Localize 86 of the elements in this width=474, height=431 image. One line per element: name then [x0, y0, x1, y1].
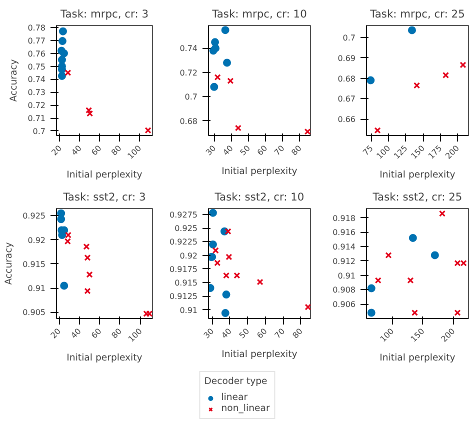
x-tick-label: 80 [110, 144, 124, 158]
y-tick-label: 0.91 [28, 284, 46, 294]
x-tick-label: 100 [378, 326, 396, 344]
y-tick-label: 0.68 [338, 74, 356, 84]
x-tick-label: 100 [374, 144, 392, 161]
y-tick-label: 0.925 [174, 224, 198, 234]
x-axis-title: Initial perplexity [66, 170, 143, 181]
y-tick-label: 0.67 [338, 94, 356, 104]
y-tick-label: 0.915 [22, 260, 46, 269]
legend-title: Decoder type [204, 376, 268, 387]
y-tick-label: 0.7 [342, 33, 356, 42]
x-tick-label: 70 [273, 326, 287, 340]
x-tick-label: 20 [49, 326, 63, 340]
x-tick-label: 50 [238, 144, 252, 158]
x-tick-label: 50 [238, 326, 252, 340]
x-axis-title: Initial perplexity [222, 348, 298, 360]
y-tick-label: 0.905 [22, 308, 46, 318]
y-tick-label: 0.91 [338, 271, 356, 280]
y-axis-title: Accuracy [4, 242, 15, 285]
y-tick-label: 0.66 [338, 115, 356, 124]
y-tick-label: 0.69 [338, 54, 356, 63]
x-tick-label: 60 [255, 326, 269, 340]
legend-label: linear [221, 392, 248, 403]
y-tick-label: 0.73 [28, 88, 46, 98]
y-tick-label: 0.78 [28, 23, 46, 32]
x-tick-label: 40 [70, 144, 84, 158]
y-tick-label: 0.68 [180, 116, 198, 126]
x-tick-label: 30 [202, 326, 216, 340]
y-tick-label: 0.915 [174, 278, 198, 288]
chart-title: Task: mrpc, cr: 3 [60, 8, 148, 20]
y-tick-label: 0.925 [22, 212, 46, 221]
x-tick-label: 175 [426, 144, 444, 161]
x-tick-label: 30 [204, 144, 218, 158]
x-tick-label: 40 [69, 326, 83, 340]
x-axis-title: Initial perplexity [380, 352, 456, 364]
x-tick-label: 100 [126, 144, 144, 161]
x-tick-label: 70 [272, 144, 286, 158]
y-tick-label: 0.76 [28, 49, 46, 58]
x-tick-label: 125 [392, 144, 410, 161]
y-tick-label: 0.92 [180, 251, 198, 260]
y-tick-label: 0.9275 [170, 210, 198, 220]
x-tick-label: 150 [409, 144, 427, 161]
y-tick-label: 0.918 [332, 214, 356, 223]
x-tick-label: 80 [290, 326, 304, 340]
y-tick-label: 0.912 [332, 256, 356, 266]
y-tick-label: 0.9225 [170, 238, 198, 247]
chart-title: Task: mrpc, cr: 25 [369, 8, 465, 20]
x-tick-label: 150 [409, 326, 426, 344]
x-tick-label: 60 [256, 144, 270, 158]
x-axis-title: Initial perplexity [380, 170, 456, 181]
x-tick-label: 80 [290, 144, 304, 158]
x-tick-label: 80 [110, 326, 124, 340]
chart-title: Task: sst2, cr: 3 [62, 190, 146, 204]
x-tick-label: 100 [126, 326, 144, 344]
y-tick-label: 0.906 [332, 300, 356, 310]
chart-title: Task: sst2, cr: 25 [372, 190, 462, 204]
y-tick-label: 0.916 [332, 228, 356, 238]
y-tick-label: 0.74 [180, 44, 198, 54]
y-tick-label: 0.908 [332, 286, 356, 295]
x-tick-label: 200 [440, 326, 457, 344]
y-tick-label: 0.74 [28, 75, 46, 84]
y-tick-label: 0.72 [180, 68, 198, 78]
y-tick-label: 0.9125 [170, 292, 198, 302]
y-tick-label: 0.9175 [170, 264, 198, 274]
x-axis-title: Initial perplexity [66, 352, 143, 364]
x-tick-label: 60 [90, 144, 104, 158]
x-tick-label: 40 [221, 144, 235, 158]
y-axis-title: Accuracy [8, 58, 20, 102]
x-tick-label: 40 [220, 326, 234, 340]
y-tick-label: 0.77 [28, 36, 46, 46]
x-tick-label: 60 [90, 326, 104, 340]
y-tick-label: 0.72 [28, 101, 46, 110]
x-tick-label: 20 [50, 144, 64, 158]
y-tick-label: 0.92 [28, 236, 46, 245]
chart-title: Task: sst2, cr: 10 [214, 190, 304, 204]
y-tick-label: 0.914 [332, 242, 356, 252]
x-axis-title: Initial perplexity [222, 166, 298, 177]
chart-title: Task: mrpc, cr: 10 [211, 8, 308, 20]
x-tick-label: 200 [444, 144, 462, 161]
y-tick-label: 0.71 [28, 114, 46, 124]
y-tick-label: 0.7 [184, 92, 198, 102]
y-tick-label: 0.7 [32, 126, 46, 136]
legend-label: non_linear [221, 403, 270, 414]
x-tick-label: 75 [361, 144, 375, 158]
y-tick-label: 0.75 [28, 62, 46, 72]
y-tick-label: 0.91 [180, 306, 198, 315]
